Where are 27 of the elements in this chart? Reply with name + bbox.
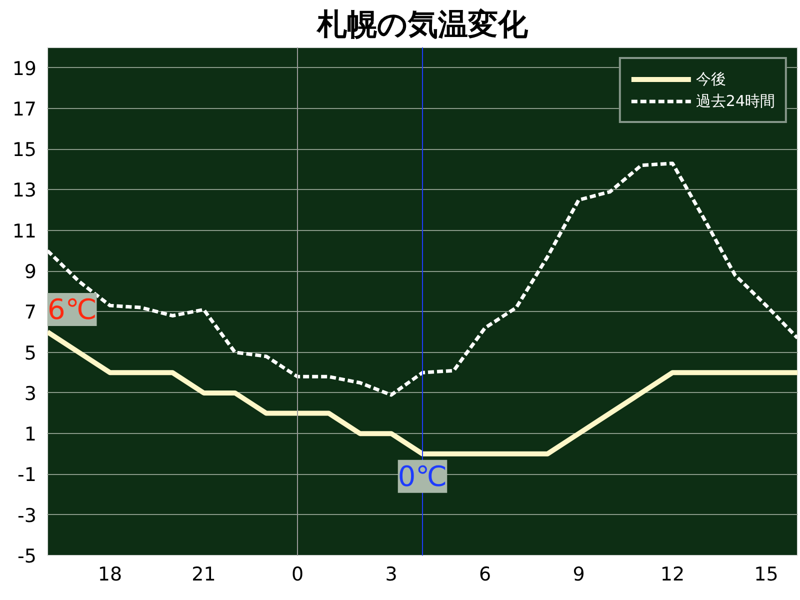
x-tick-label: 0 — [291, 564, 304, 586]
x-tick-label: 3 — [385, 564, 398, 586]
y-tick-label: 11 — [12, 220, 37, 242]
y-tick-label: 17 — [12, 98, 37, 120]
y-tick-label: 3 — [24, 382, 37, 405]
y-tick-label: 1 — [24, 424, 37, 446]
y-tick-label: 13 — [12, 180, 37, 202]
y-tick-label: 7 — [24, 302, 37, 324]
line-series — [48, 162, 798, 397]
legend-label: 今後 — [696, 70, 726, 88]
y-tick-label: 19 — [12, 58, 37, 80]
chart-title: 札幌の気温変化 — [316, 8, 529, 42]
y-tick-label: 9 — [24, 261, 37, 284]
x-tick-label: 21 — [192, 564, 216, 586]
y-tick-label: -3 — [18, 504, 37, 527]
y-tick-label: 5 — [24, 342, 37, 364]
y-tick-label: -5 — [18, 546, 37, 568]
x-tick-label: 9 — [572, 564, 585, 586]
annotation: 0℃ — [398, 460, 448, 493]
legend-label: 過去24時間 — [696, 92, 775, 110]
x-tick-label: 18 — [98, 564, 122, 586]
y-tick-label: -1 — [18, 464, 37, 486]
x-tick-label: 15 — [754, 564, 778, 586]
x-tick-label: 12 — [660, 564, 685, 586]
y-tick-label: 15 — [12, 139, 37, 162]
x-tick-label: 6 — [478, 564, 492, 586]
annotation: 6℃ — [48, 292, 97, 326]
